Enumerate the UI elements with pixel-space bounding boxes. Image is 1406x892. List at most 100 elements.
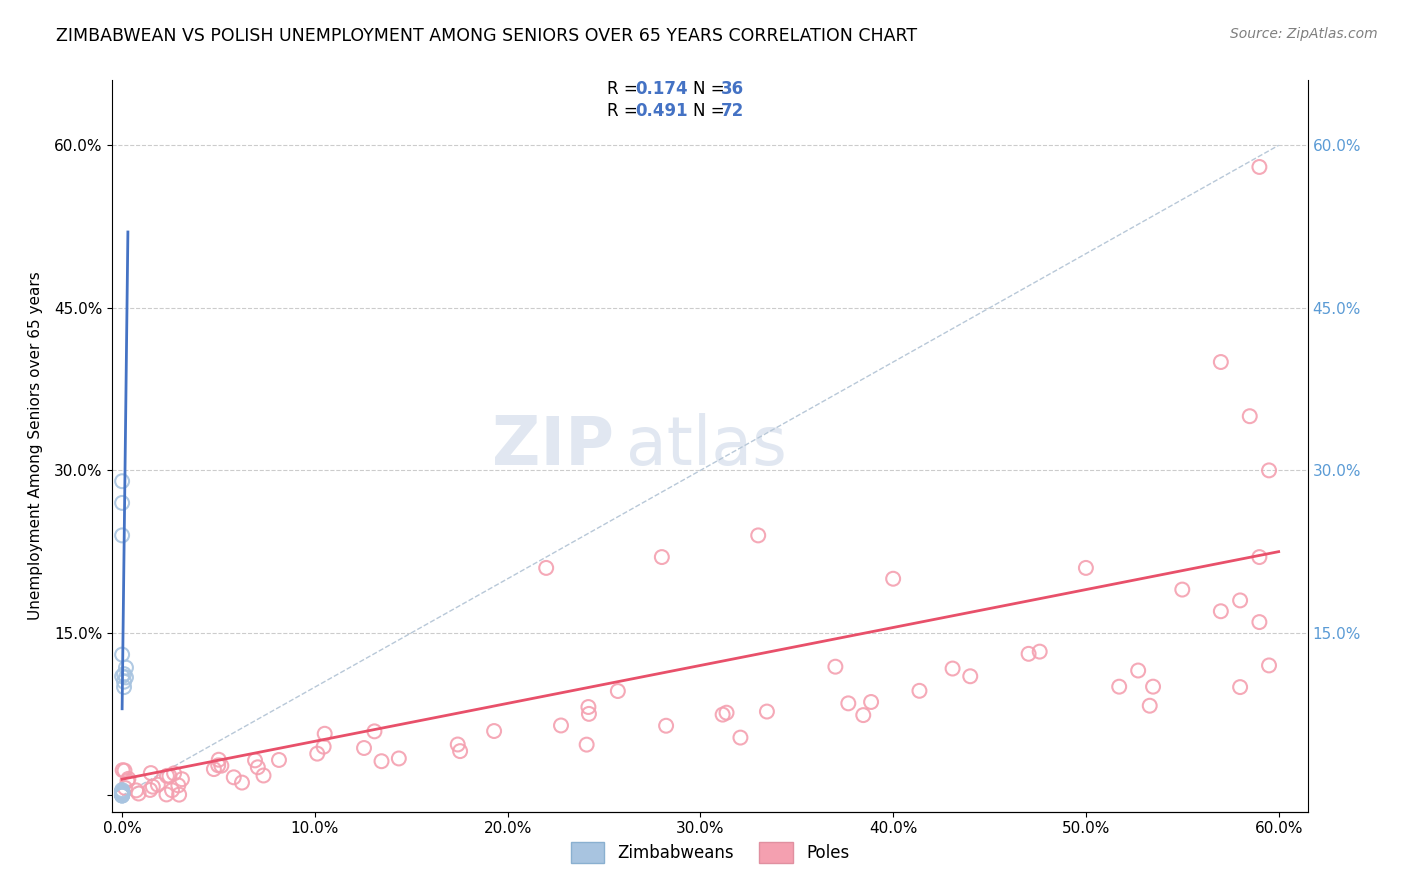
Point (222, 770, 245, 784)
Point (1249, 615, 1271, 629)
Point (111, 786, 134, 800)
Point (370, 754, 392, 768)
Point (117, 773, 139, 788)
Point (111, 528, 134, 542)
Point (550, 718, 572, 732)
Point (111, 788, 134, 802)
Point (111, 788, 134, 802)
Point (111, 789, 134, 803)
Point (139, 766, 162, 780)
Text: ZIP: ZIP (492, 413, 614, 479)
Point (111, 786, 134, 800)
Point (1018, 647, 1040, 661)
Point (111, 786, 134, 800)
Point (755, 705, 778, 719)
Point (111, 648, 134, 662)
Point (163, 766, 186, 780)
Point (447, 738, 470, 752)
Point (115, 660, 138, 674)
Point (112, 674, 135, 689)
Point (1239, 409, 1261, 424)
Point (243, 753, 266, 767)
Point (267, 753, 290, 767)
Point (252, 768, 274, 782)
Point (128, 787, 150, 801)
Point (111, 785, 134, 799)
Point (852, 708, 875, 723)
Point (1229, 680, 1251, 694)
Point (111, 786, 134, 800)
Text: Source: ZipAtlas.com: Source: ZipAtlas.com (1230, 27, 1378, 41)
Point (111, 763, 134, 777)
Point (1074, 561, 1097, 575)
Point (482, 724, 505, 739)
Point (1249, 550, 1271, 565)
Point (139, 783, 162, 797)
Point (167, 788, 190, 802)
Point (111, 789, 134, 803)
Point (882, 572, 904, 586)
Point (1028, 645, 1050, 659)
Text: 0.491: 0.491 (636, 102, 688, 120)
Point (314, 727, 336, 741)
Point (202, 762, 225, 776)
Text: R =: R = (607, 102, 644, 120)
Point (114, 780, 136, 795)
Point (111, 786, 134, 800)
Point (449, 744, 471, 758)
Point (1249, 160, 1271, 174)
Point (1258, 658, 1281, 673)
Point (111, 786, 134, 800)
Point (534, 561, 557, 575)
Point (115, 670, 138, 684)
Point (651, 550, 673, 565)
Point (142, 780, 165, 794)
Text: N =: N = (693, 102, 730, 120)
Point (111, 783, 134, 797)
Point (111, 788, 134, 802)
Point (111, 788, 134, 802)
Point (111, 785, 134, 799)
Point (824, 659, 846, 673)
Point (959, 669, 981, 683)
Point (111, 788, 134, 802)
Point (578, 700, 600, 714)
Point (146, 778, 169, 792)
Text: R =: R = (607, 80, 644, 98)
Point (111, 785, 134, 799)
Text: 72: 72 (721, 102, 745, 120)
Point (1171, 582, 1194, 597)
Point (575, 738, 598, 752)
Point (231, 775, 253, 789)
Point (111, 789, 134, 803)
Point (111, 788, 134, 802)
Point (114, 764, 136, 778)
Point (159, 769, 181, 783)
Point (860, 695, 883, 709)
Point (388, 751, 411, 765)
Point (170, 772, 193, 787)
Text: 36: 36 (721, 80, 744, 98)
Point (711, 707, 734, 722)
Text: atlas: atlas (627, 413, 787, 479)
Point (209, 758, 232, 772)
Point (111, 788, 134, 802)
Point (1108, 680, 1130, 694)
Point (716, 706, 738, 720)
Point (111, 786, 134, 800)
Point (312, 739, 335, 754)
Point (363, 724, 385, 739)
Point (207, 758, 229, 772)
Point (606, 684, 628, 698)
Point (111, 784, 134, 798)
Point (307, 747, 329, 761)
Point (155, 788, 177, 802)
Point (1139, 698, 1161, 713)
Point (112, 680, 135, 694)
Y-axis label: Unemployment Among Seniors over 65 years: Unemployment Among Seniors over 65 years (28, 272, 44, 620)
Point (167, 778, 190, 792)
Point (353, 741, 375, 756)
Point (160, 783, 183, 797)
Point (111, 786, 134, 800)
Text: 0.174: 0.174 (636, 80, 688, 98)
